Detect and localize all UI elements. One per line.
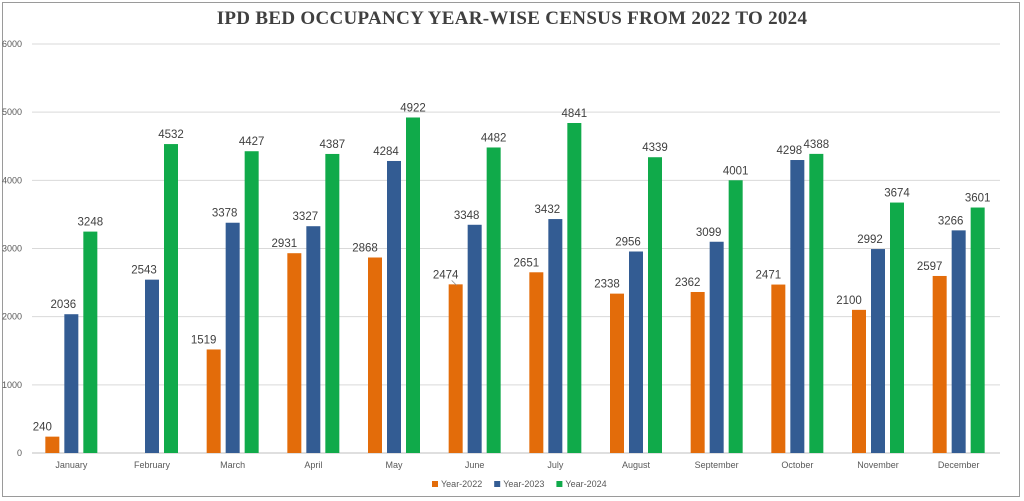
bar — [287, 253, 302, 453]
data-label: 4298 — [777, 145, 803, 157]
legend-swatch — [432, 481, 438, 487]
data-label: 3674 — [884, 188, 910, 200]
leader-line — [451, 280, 457, 286]
bar — [629, 251, 643, 453]
y-tick-label: 0 — [17, 448, 22, 458]
bar — [871, 249, 885, 453]
data-label: 4001 — [723, 165, 749, 177]
y-tick-label: 4000 — [2, 175, 22, 185]
bar — [548, 219, 563, 453]
legend-label: Year-2024 — [565, 479, 606, 489]
category-label: January — [55, 460, 88, 470]
data-label: 2651 — [514, 257, 540, 269]
data-label: 3248 — [78, 217, 104, 229]
bar — [164, 144, 178, 453]
bar — [790, 160, 805, 454]
y-tick-label: 3000 — [2, 244, 22, 254]
data-label: 2597 — [917, 261, 943, 273]
bar — [83, 231, 98, 453]
data-label: 2036 — [51, 299, 77, 311]
data-label: 2868 — [352, 242, 378, 254]
bar — [648, 157, 662, 453]
bar — [244, 151, 259, 453]
category-label: February — [134, 460, 171, 470]
bar — [852, 309, 866, 453]
bar — [709, 241, 724, 453]
category-label: October — [781, 460, 813, 470]
bar — [610, 293, 624, 453]
bar — [970, 207, 985, 453]
data-label: 3432 — [535, 204, 561, 216]
category-label: July — [547, 460, 564, 470]
data-label: 4532 — [158, 129, 184, 141]
bar — [486, 147, 501, 454]
legend-label: Year-2022 — [441, 479, 482, 489]
data-label: 3266 — [938, 215, 964, 227]
bar — [325, 153, 340, 454]
bar — [64, 314, 79, 453]
data-label: 2992 — [857, 234, 883, 246]
legend-swatch — [556, 481, 563, 487]
category-label: March — [220, 460, 245, 470]
category-label: September — [695, 460, 739, 470]
data-label: 2956 — [615, 236, 641, 248]
bar — [932, 275, 947, 453]
data-label: 4427 — [239, 136, 265, 148]
data-label: 240 — [33, 422, 52, 434]
y-tick-label: 2000 — [2, 312, 22, 322]
chart-title: IPD BED OCCUPANCY YEAR-WISE CENSUS FROM … — [216, 8, 808, 29]
bar — [529, 272, 544, 453]
data-label: 4284 — [373, 146, 399, 158]
data-label: 4841 — [562, 108, 588, 120]
data-label: 3099 — [696, 227, 722, 239]
category-label: June — [465, 460, 485, 470]
data-label: 2931 — [272, 238, 298, 250]
bar — [387, 160, 401, 453]
bar — [406, 117, 420, 453]
legend-label: Year-2023 — [503, 479, 544, 489]
y-tick-label: 6000 — [2, 39, 22, 49]
bar — [45, 436, 60, 453]
data-label: 2471 — [756, 270, 782, 282]
data-label: 4922 — [400, 102, 426, 114]
category-label: May — [385, 460, 403, 470]
bar — [728, 180, 743, 453]
y-tick-label: 5000 — [2, 107, 22, 117]
data-label: 2338 — [594, 279, 620, 291]
data-label: 4388 — [804, 139, 830, 151]
data-label: 2362 — [675, 277, 701, 289]
bar — [951, 230, 966, 453]
y-tick-label: 1000 — [2, 380, 22, 390]
data-label: 3601 — [965, 193, 991, 205]
data-label: 3378 — [212, 208, 238, 220]
data-label: 4387 — [320, 139, 346, 151]
data-label: 1519 — [191, 334, 217, 346]
bar — [890, 202, 904, 453]
category-label: August — [622, 460, 651, 470]
bar — [206, 349, 221, 453]
data-label: 3348 — [454, 210, 480, 222]
bar — [467, 224, 482, 453]
category-label: December — [938, 460, 980, 470]
bar — [567, 123, 582, 454]
bar — [771, 284, 786, 453]
bar — [145, 279, 159, 453]
data-label: 4339 — [642, 142, 668, 154]
bar — [809, 153, 824, 453]
bar — [225, 222, 240, 453]
data-label: 4482 — [481, 132, 507, 144]
legend-swatch — [494, 481, 501, 487]
bar — [690, 291, 705, 453]
bar — [306, 226, 321, 453]
data-label: 2543 — [131, 265, 157, 277]
category-label: April — [304, 460, 322, 470]
data-label: 2100 — [836, 295, 862, 307]
data-label: 3327 — [293, 211, 319, 223]
data-label: 2474 — [433, 269, 459, 281]
category-label: November — [857, 460, 899, 470]
bar — [368, 257, 382, 453]
bar — [448, 284, 463, 453]
